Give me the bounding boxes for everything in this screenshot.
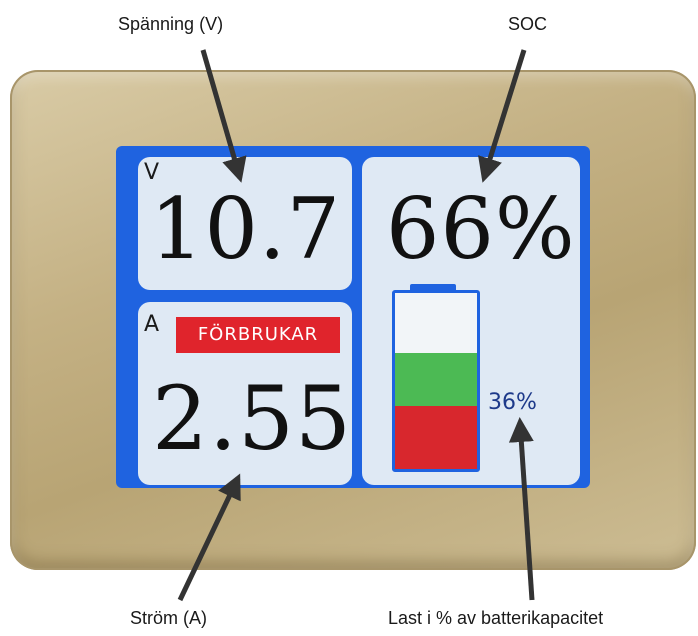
battery-soc-fill — [395, 352, 477, 406]
voltage-unit: V — [144, 160, 160, 185]
soc-arrow — [478, 49, 527, 183]
battery-cap — [410, 284, 456, 291]
battery-gauge — [392, 290, 480, 472]
load-value: 36% — [488, 390, 537, 415]
load-callout-label: Last i % av batterikapacitet — [388, 608, 604, 628]
soc-value: 66% — [386, 180, 576, 278]
soc-callout-label: SOC — [508, 14, 548, 34]
current-unit: A — [144, 312, 160, 337]
load-arrow — [508, 417, 535, 601]
current-value: 2.55 — [152, 367, 352, 470]
battery-load-fill — [395, 405, 477, 469]
voltage-value: 10.7 — [150, 180, 342, 278]
current-arrow — [177, 473, 241, 602]
voltage-arrow — [200, 49, 247, 183]
voltage-callout-label: Spänning (V) — [118, 14, 224, 34]
status-badge: FÖRBRUKAR — [176, 317, 340, 353]
current-callout-label: Ström (A) — [130, 608, 208, 628]
